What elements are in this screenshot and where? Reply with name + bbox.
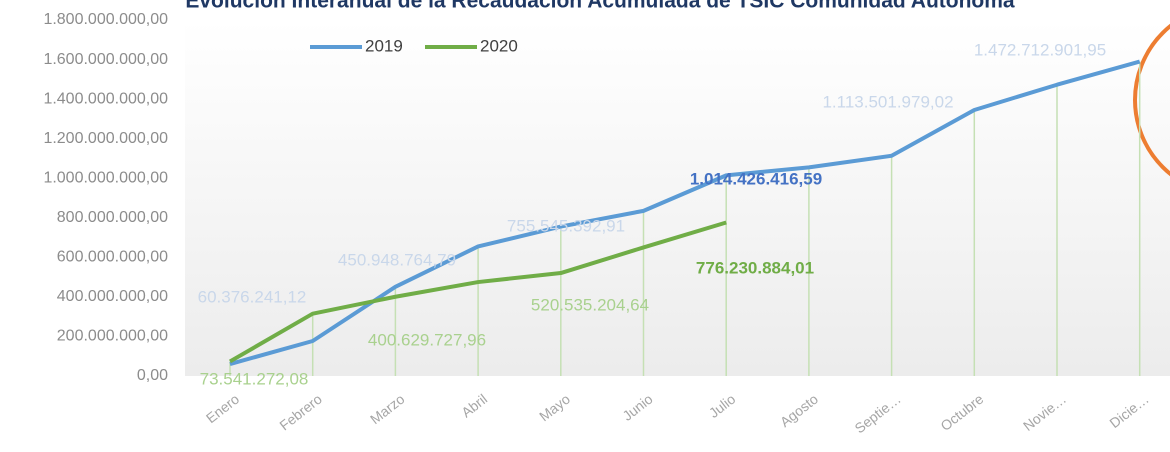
x-tick-label: Julio (706, 391, 739, 421)
y-tick-label: 600.000.000,00 (57, 249, 168, 266)
x-tick-label: Octubre (937, 391, 986, 434)
y-tick-label: 400.000.000,00 (57, 288, 168, 305)
data-label: 60.376.241,12 (198, 287, 307, 306)
y-tick-label: 200.000.000,00 (57, 328, 168, 345)
data-label: 400.629.727,96 (368, 330, 486, 349)
data-label: 450.948.764,79 (338, 250, 456, 269)
y-tick-label: 1.200.000.000,00 (43, 130, 168, 147)
legend-item: 2020 (425, 36, 518, 55)
x-tick-label: Junio (619, 391, 655, 424)
legend-label: 2019 (365, 36, 403, 55)
x-tick-label: Septie… (852, 391, 904, 437)
y-tick-label: 1.600.000.000,00 (43, 51, 168, 68)
x-tick-label: Agosto (777, 391, 821, 431)
data-label: 755.545.392,91 (507, 216, 625, 235)
data-label: 520.535.204,64 (531, 295, 649, 314)
data-label: 1.472.712.901,95 (974, 40, 1106, 59)
chart-title: Evolución Interanual de la Recaudación A… (185, 0, 1015, 13)
data-label: 1.113.501.979,02 (822, 92, 953, 111)
y-tick-label: 800.000.000,00 (57, 209, 168, 226)
series-line (229, 59, 1141, 366)
x-tick-label: Dicie… (1106, 391, 1151, 431)
x-tick-label: Abril (458, 391, 490, 421)
y-tick-label: 0,00 (137, 367, 168, 384)
legend-item: 2019 (310, 36, 403, 55)
data-label: 776.230.884,01 (696, 258, 814, 277)
y-tick-label: 1.000.000.000,00 (43, 169, 168, 186)
series-line (228, 220, 727, 364)
x-tick-label: Mayo (536, 391, 573, 425)
x-tick-label: Febrero (276, 391, 325, 434)
x-tick-label: Enero (203, 391, 242, 427)
legend-label: 2020 (480, 36, 518, 55)
y-tick-label: 1.400.000.000,00 (43, 90, 168, 107)
data-label: 73.541.272,08 (200, 369, 309, 388)
x-tick-label: Marzo (367, 391, 408, 428)
y-tick-label: 1.800.000.000,00 (43, 11, 168, 28)
data-label: 1.014.426.416,59 (690, 169, 822, 188)
decoration-circle (1133, 23, 1170, 177)
x-tick-label: Novie… (1020, 391, 1069, 434)
